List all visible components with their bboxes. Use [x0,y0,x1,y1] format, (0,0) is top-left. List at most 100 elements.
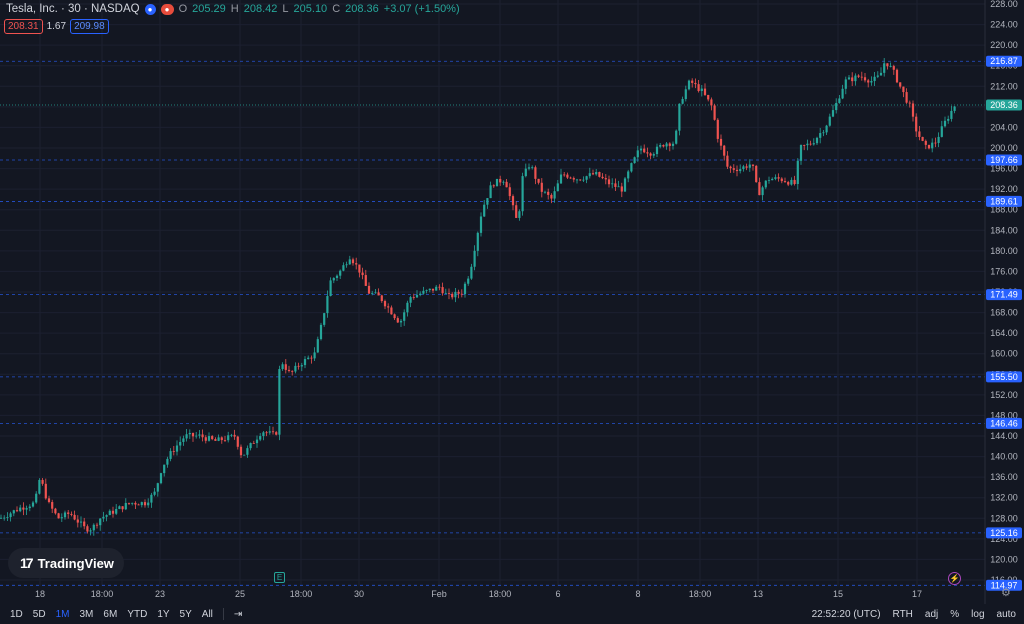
lightning-icon[interactable]: ⚡ [948,572,961,585]
flag-icon[interactable]: ● [144,3,156,15]
time-tick-label: 18:00 [689,589,712,599]
symbol-title[interactable]: Tesla, Inc. · 30 · NASDAQ [6,3,140,15]
percent-toggle[interactable]: % [950,608,960,620]
candle-body [745,166,748,168]
candle-body [502,181,505,183]
candle-body [675,130,678,144]
candle-body [735,169,739,172]
time-tick-label: 23 [155,589,165,599]
level-label-box [986,417,1022,429]
candle-body [879,72,883,76]
high-label: H [230,3,239,15]
candle-body [812,143,815,145]
candle-body [799,145,803,161]
level-label: 189.61 [990,196,1018,206]
candle-body [927,144,931,149]
candle-body [915,116,918,132]
candle-body [643,148,646,153]
candle-body [83,521,86,527]
candle-body [527,167,531,169]
sell-button[interactable]: 208.31 [4,19,43,34]
range-ytd[interactable]: YTD [127,608,148,620]
level-label-box [986,289,1022,301]
candle-body [582,179,585,181]
range-1m[interactable]: 1M [55,608,70,620]
candle-body [195,435,198,437]
candle-body [515,205,518,218]
candle-body [127,502,131,504]
tradingview-logo[interactable]: 17 TradingView [8,548,124,578]
candle-body [719,138,723,146]
candle-body [732,168,735,170]
candle-body [63,512,67,518]
clock-time[interactable]: 22:52:20 (UTC) [811,608,881,620]
candle-body [908,102,911,104]
candle-body [265,432,268,434]
buy-button[interactable]: 209.98 [70,19,109,34]
range-1d[interactable]: 1D [10,608,23,620]
gear-icon[interactable]: ⚙ [1001,587,1011,599]
change-value: +3.07 (+1.50%) [383,3,460,15]
price-tick-label: 144.00 [990,431,1018,441]
candle-body [70,513,73,515]
candle-body [271,431,275,433]
range-5d[interactable]: 5D [32,608,46,620]
price-tick-label: 224.00 [990,20,1018,30]
level-label-box [986,527,1022,539]
candle-body [140,502,143,506]
candle-body [940,126,943,137]
candle-body [665,143,668,147]
candle-body [201,434,204,438]
candle-body [3,517,6,519]
candle-body [230,434,233,436]
price-tick-label: 188.00 [990,205,1018,215]
range-1y[interactable]: 1Y [157,608,170,620]
candle-body [518,211,521,218]
price-tick-label: 204.00 [990,122,1018,132]
candle-body [191,432,195,437]
level-label: 197.66 [990,155,1018,165]
candle-body [118,506,121,509]
event-e-icon[interactable]: E [274,572,285,583]
range-3m[interactable]: 3M [79,608,94,620]
candle-body [783,181,787,183]
candle-body [463,283,467,295]
time-tick-label: 18:00 [290,589,313,599]
time-tick-label: 30 [354,589,364,599]
candle-body [236,436,239,447]
earnings-icon[interactable]: ● [160,3,174,15]
candle-body [275,432,278,435]
price-tick-label: 124.00 [990,534,1018,544]
adj-toggle[interactable]: adj [924,608,939,620]
price-level-labels: 216.87 197.66 189.61 171.49 155.50 146.46 125.… [986,55,1022,591]
candle-body [918,131,921,137]
candle-body [383,301,387,307]
range-all[interactable]: All [201,608,213,620]
level-label: 171.49 [990,290,1018,300]
range-5y[interactable]: 5Y [179,608,192,620]
candle-body [380,295,383,302]
session-toggle[interactable]: RTH [892,608,913,620]
candle-body [511,196,515,206]
candle-body [31,502,35,507]
chart-canvas[interactable]: 228.00224.00220.00216.00212.00208.00204.… [0,0,1024,604]
candle-body [284,364,287,370]
candle-body [438,286,441,288]
log-toggle[interactable]: log [971,608,985,620]
candle-body [294,365,297,372]
candle-body [627,171,630,179]
candle-body [147,502,150,506]
candle-body [671,143,675,146]
candle-body [572,178,575,180]
auto-toggle[interactable]: auto [996,608,1016,620]
candle-body [857,75,860,77]
candle-body [591,173,595,175]
candle-body [159,473,163,484]
goto-date-icon[interactable]: ⇥ [233,608,243,620]
candle-body [9,513,12,518]
candle-body [255,439,259,444]
candle-body [111,510,115,514]
candle-body [28,506,31,509]
candle-body [886,63,889,67]
range-6m[interactable]: 6M [103,608,118,620]
